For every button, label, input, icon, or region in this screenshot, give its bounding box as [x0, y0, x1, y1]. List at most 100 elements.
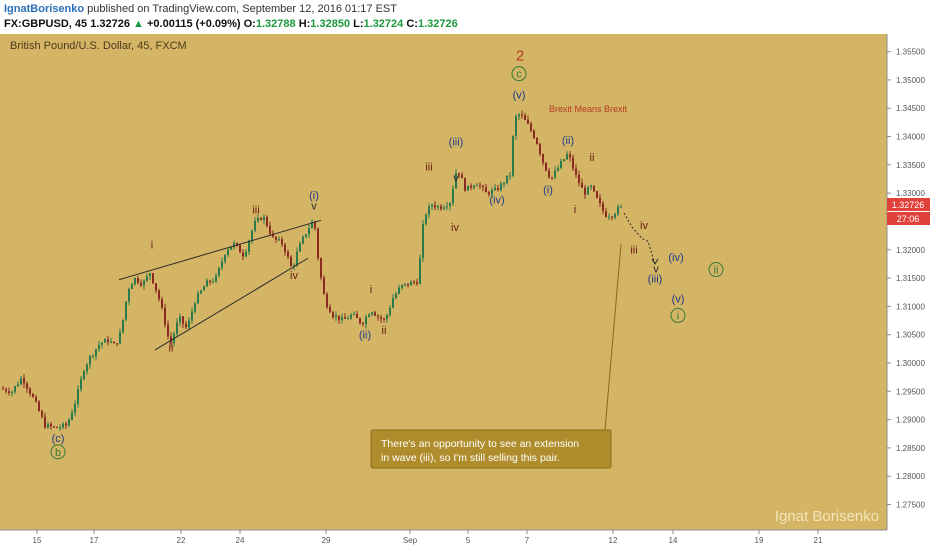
candle-body — [563, 159, 565, 162]
candle-body — [257, 217, 259, 222]
wave-circle — [670, 307, 686, 323]
candle-body — [554, 170, 556, 178]
price-tick-label: 1.35500 — [896, 48, 925, 57]
candle-body — [119, 332, 121, 344]
candle-body — [335, 315, 337, 318]
candle-body — [287, 251, 289, 257]
candle-body — [392, 298, 394, 308]
candle-body — [65, 423, 67, 426]
time-tick-label: 17 — [90, 536, 99, 545]
author-link[interactable]: IgnatBorisenko — [4, 3, 85, 15]
candle-body — [71, 412, 73, 420]
price-chart[interactable]: British Pound/U.S. Dollar, 45, FXCM 1.35… — [0, 34, 932, 550]
candle-body — [131, 283, 133, 290]
callout-pointer — [604, 244, 622, 431]
wave-label: (ii) — [359, 330, 371, 342]
candle-body — [551, 177, 553, 179]
candle-body — [326, 294, 328, 308]
candle-body — [404, 283, 406, 285]
candle-body — [407, 283, 409, 286]
candle-body — [539, 144, 541, 154]
candle-body — [275, 236, 277, 240]
candle-body — [518, 114, 520, 117]
trendline — [118, 219, 322, 281]
candle-body — [590, 185, 592, 188]
candle-body — [113, 341, 115, 344]
wave-label: (i) — [309, 190, 319, 202]
time-tick-label: 14 — [669, 536, 678, 545]
time-tick-label: 24 — [236, 536, 245, 545]
wave-label: v — [453, 172, 459, 184]
time-tick-label: 5 — [466, 536, 471, 545]
candle-body — [83, 371, 85, 379]
candle-body — [494, 187, 496, 190]
candle-body — [410, 281, 412, 286]
change-value: +0.00115 (+0.09%) — [146, 18, 241, 30]
candle-body — [167, 324, 169, 337]
wave-label: ii — [169, 343, 174, 355]
candle-body — [491, 189, 493, 195]
trendline — [154, 257, 309, 351]
candle-body — [344, 317, 346, 319]
time-axis-background — [0, 530, 932, 550]
candle-body — [548, 170, 550, 178]
candle-body — [533, 130, 535, 138]
candle-body — [584, 187, 586, 195]
candle-body — [437, 206, 439, 208]
candle-body — [386, 315, 388, 320]
candle-body — [605, 211, 607, 217]
candle-body — [77, 389, 79, 404]
candle-body — [44, 416, 46, 428]
watermark: Ignat Borisenko — [775, 508, 879, 525]
low-value: 1.32724 — [363, 18, 404, 30]
time-tick-label: 22 — [177, 536, 186, 545]
candle-body — [206, 280, 208, 287]
candle-body — [458, 173, 460, 175]
candle-body — [464, 178, 466, 191]
candle-body — [182, 316, 184, 324]
wave-label: b — [55, 447, 61, 459]
candle-body — [587, 187, 589, 195]
candle-body — [557, 167, 559, 171]
price-tick-label: 1.29500 — [896, 387, 925, 396]
candle-body — [350, 314, 352, 319]
candle-body — [176, 322, 178, 334]
candle-body — [575, 168, 577, 175]
candle-body — [230, 247, 232, 250]
candle-body — [311, 221, 313, 229]
candle-body — [89, 355, 91, 365]
candle-body — [128, 289, 130, 302]
candle-body — [266, 216, 268, 227]
candle-body — [329, 307, 331, 313]
candle-body — [371, 312, 373, 315]
candle-body — [68, 419, 70, 426]
wave-label: (iv) — [489, 194, 504, 206]
candle-body — [560, 161, 562, 168]
candle-body — [602, 203, 604, 212]
candle-body — [347, 318, 349, 320]
time-axis-ticks: 15 17 22 24 29 Sep 5 7 12 14 19 21 — [33, 530, 823, 545]
price-tick-label: 1.27500 — [896, 501, 925, 510]
candle-body — [488, 192, 490, 195]
candle-body — [185, 323, 187, 328]
publish-text: published on TradingView.com, September … — [87, 3, 397, 15]
candle-body — [536, 137, 538, 145]
candle-body — [467, 185, 469, 191]
candle-body — [434, 204, 436, 208]
candle-body — [269, 226, 271, 234]
candle-body — [191, 311, 193, 321]
price-tick-label: 1.29000 — [896, 416, 925, 425]
wave-circle — [511, 66, 527, 82]
candle-body — [377, 315, 379, 318]
candle-body — [449, 203, 451, 207]
candle-body — [572, 157, 574, 169]
candle-body — [251, 230, 253, 241]
candle-body — [110, 341, 112, 343]
price-tick-label: 1.33500 — [896, 161, 925, 170]
candle-body — [413, 281, 415, 283]
wave-label: (ii) — [562, 135, 574, 147]
chart-title: British Pound/U.S. Dollar, 45, FXCM — [10, 40, 187, 52]
wave-label: i — [574, 204, 576, 216]
price-axis-ticks: 1.35500 1.35000 1.34500 1.34000 1.33500 1.330… — [887, 48, 925, 510]
candle-body — [356, 314, 358, 319]
